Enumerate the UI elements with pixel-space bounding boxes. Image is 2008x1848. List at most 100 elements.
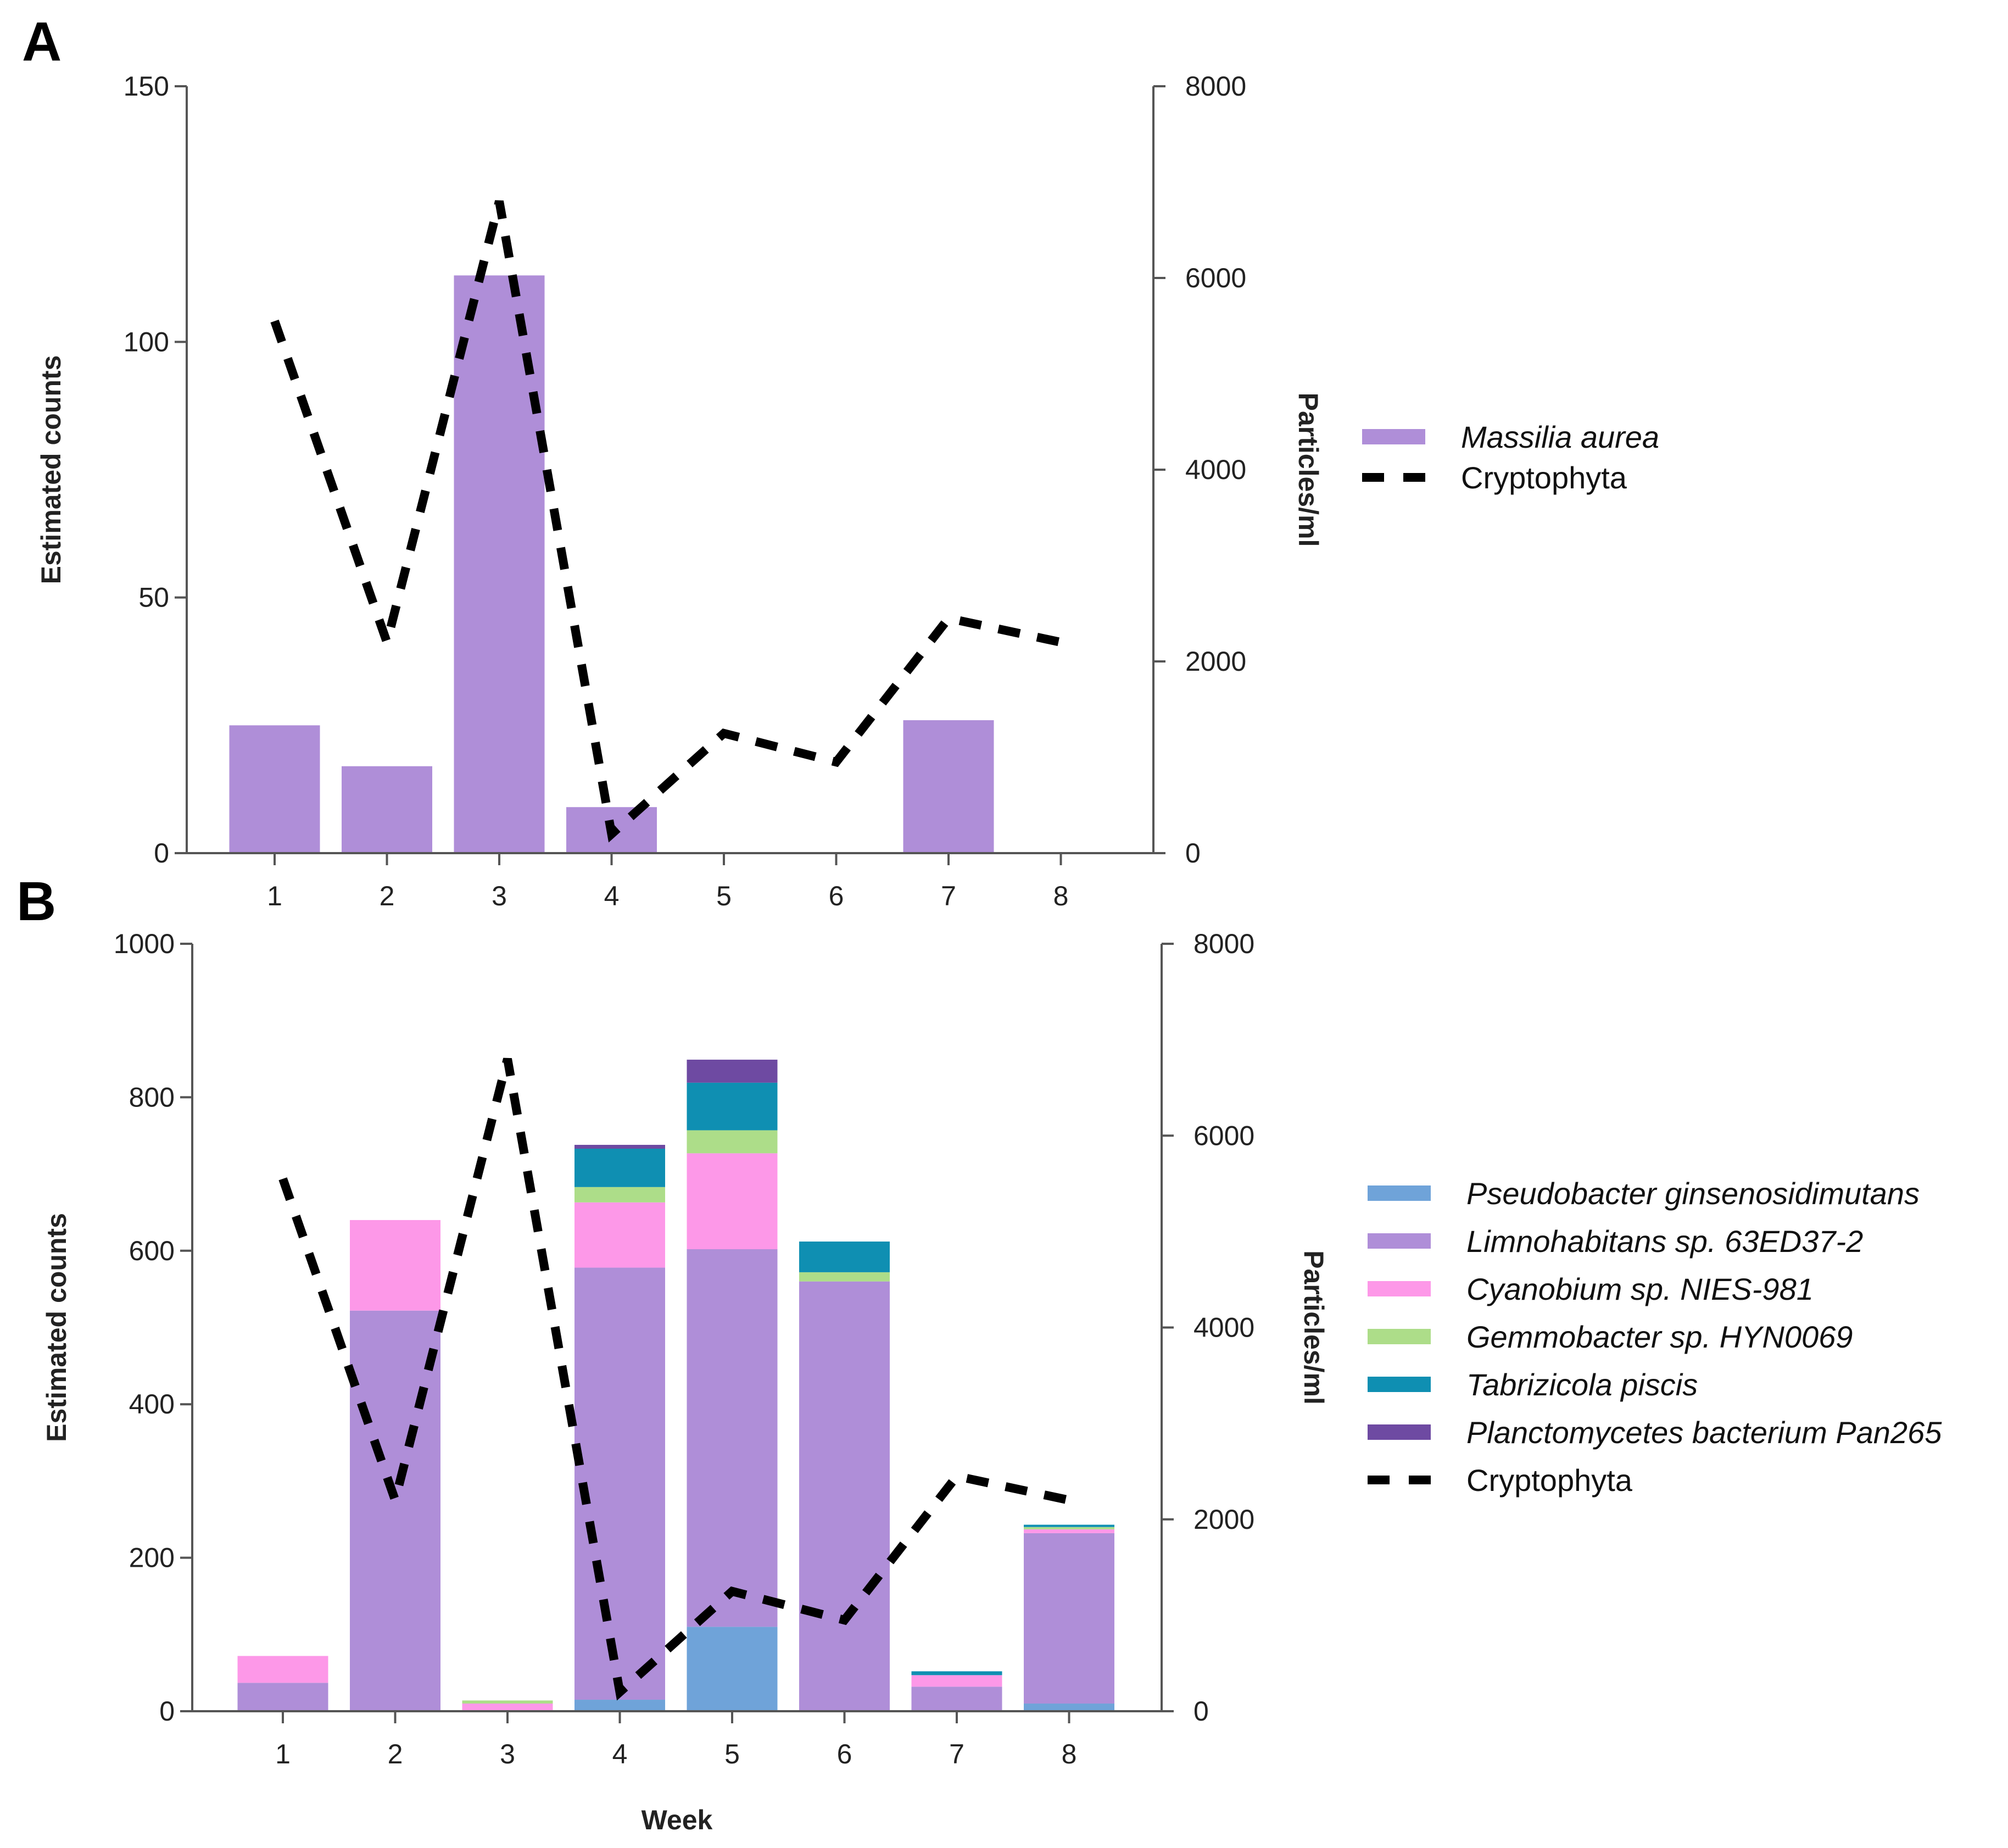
x-tick-label: 6 <box>829 881 844 911</box>
bar-gemmobacter-sp-hyn0069-week-5 <box>687 1130 778 1154</box>
bar-limnohabitans-sp-63ed37-2-week-2 <box>350 1310 440 1711</box>
panel-a-chart: 0 50 100 150 0 2000 4000 6000 8000 1 2 3 4 5 6 7 8 Estim… <box>36 71 1659 911</box>
y2-tick-label: 0 <box>1193 1696 1209 1727</box>
panel-b-legend: Pseudobacter ginsenosidimutans Limnohabit… <box>1368 1176 1942 1498</box>
x-tick-label: 2 <box>380 881 395 911</box>
line-cryptophyta <box>270 200 1062 843</box>
legend-label-gemmobacter-sp-hyn0069: Gemmobacter sp. HYN0069 <box>1466 1320 1853 1354</box>
x-tick-label: 1 <box>275 1739 291 1769</box>
bar-tabrizicola-piscis-week-6 <box>799 1242 890 1272</box>
x-tick-label: 2 <box>388 1739 403 1769</box>
x-tick-label: 1 <box>267 881 282 911</box>
y2-tick-label: 6000 <box>1193 1120 1254 1151</box>
bar-limnohabitans-sp-63ed37-2-week-7 <box>911 1686 1002 1711</box>
bar-gemmobacter-sp-hyn0069-week-8 <box>1024 1527 1114 1529</box>
bar-limnohabitans-sp-63ed37-2-week-8 <box>1024 1533 1114 1704</box>
legend-swatch-limnohabitans-sp-63ed37-2 <box>1368 1233 1431 1249</box>
bar-gemmobacter-sp-hyn0069-week-3 <box>462 1700 553 1704</box>
legend-label-limnohabitans-sp-63ed37-2: Limnohabitans sp. 63ED37-2 <box>1466 1224 1863 1259</box>
x-tick-label: 7 <box>941 881 956 911</box>
bar-cyanobium-sp-nies-981-week-8 <box>1024 1529 1114 1533</box>
y-tick-label: 1000 <box>114 928 175 959</box>
bar-limnohabitans-sp-63ed37-2-week-6 <box>799 1281 890 1711</box>
bar-tabrizicola-piscis-week-7 <box>911 1671 1002 1676</box>
bar-cyanobium-sp-nies-981-week-1 <box>237 1656 328 1683</box>
y2-tick-label: 2000 <box>1185 646 1246 677</box>
y-tick-label: 150 <box>124 71 169 102</box>
y2-tick-label: 8000 <box>1185 71 1246 102</box>
legend-label-cryptophyta: Cryptophyta <box>1461 460 1627 495</box>
legend-swatch-planctomycetes-bacterium-pan265 <box>1368 1424 1431 1440</box>
panel-b-chart: 0 200 400 600 800 1000 0 2000 4000 6000 8000 1 2 3 4 5 6… <box>41 928 1942 1835</box>
legend-label-planctomycetes-bacterium-pan265: Planctomycetes bacterium Pan265 <box>1466 1415 1942 1450</box>
y-tick-label: 0 <box>154 838 169 869</box>
bar-massilia-aurea-week-2 <box>342 766 432 853</box>
bar-cyanobium-sp-nies-981-week-3 <box>462 1704 553 1711</box>
bar-planctomycetes-bacterium-pan265-week-4 <box>574 1145 665 1149</box>
x-tick-label: 6 <box>837 1739 852 1769</box>
x-tick-label: 3 <box>500 1739 515 1769</box>
legend-label-massilia-aurea: Massilia aurea <box>1461 420 1659 454</box>
y-tick-label: 600 <box>129 1235 175 1266</box>
panel-b-y2-axis-title: Particles/ml <box>1298 1250 1329 1405</box>
y-tick-label: 50 <box>138 582 169 613</box>
panel-b-y-axis-title: Estimated counts <box>41 1213 72 1442</box>
legend-swatch-massilia-aurea <box>1362 429 1425 444</box>
bar-massilia-aurea-week-7 <box>903 720 994 853</box>
panel-a-letter: A <box>22 11 62 73</box>
bar-cyanobium-sp-nies-981-week-7 <box>911 1675 1002 1687</box>
legend-label-pseudobacter-ginsenosidimutans: Pseudobacter ginsenosidimutans <box>1466 1176 1920 1211</box>
panel-a-cryptophyta-line <box>270 200 1062 843</box>
y-tick-label: 200 <box>129 1543 175 1573</box>
bar-pseudobacter-ginsenosidimutans-week-5 <box>687 1627 778 1711</box>
panel-a-legend: Massilia aurea Cryptophyta <box>1362 420 1659 495</box>
x-tick-label: 8 <box>1062 1739 1077 1769</box>
legend-label-cyanobium-sp-nies-981: Cyanobium sp. NIES-981 <box>1466 1272 1814 1306</box>
y2-tick-label: 4000 <box>1185 454 1246 485</box>
legend-label-tabrizicola-piscis: Tabrizicola piscis <box>1466 1367 1698 1402</box>
y2-tick-label: 6000 <box>1185 263 1246 293</box>
bar-cyanobium-sp-nies-981-week-5 <box>687 1153 778 1250</box>
y2-tick-label: 8000 <box>1193 928 1254 959</box>
panel-a-ticks: 0 50 100 150 0 2000 4000 6000 8000 1 2 3 4 5 6 7 8 <box>124 71 1247 911</box>
x-tick-label: 5 <box>716 881 732 911</box>
bar-pseudobacter-ginsenosidimutans-week-4 <box>574 1700 665 1711</box>
legend-swatch-cyanobium-sp-nies-981 <box>1368 1281 1431 1296</box>
bar-limnohabitans-sp-63ed37-2-week-4 <box>574 1267 665 1700</box>
bar-cyanobium-sp-nies-981-week-2 <box>350 1220 440 1311</box>
panel-a-y2-axis-title: Particles/ml <box>1293 393 1324 547</box>
panel-b-cryptophyta-line <box>278 1057 1070 1701</box>
bar-tabrizicola-piscis-week-5 <box>687 1082 778 1131</box>
bar-limnohabitans-sp-63ed37-2-week-5 <box>687 1249 778 1627</box>
y-tick-label: 800 <box>129 1082 175 1112</box>
panel-a-bars <box>229 275 994 853</box>
bar-cyanobium-sp-nies-981-week-4 <box>574 1202 665 1268</box>
y-tick-label: 100 <box>124 326 169 357</box>
y-tick-label: 400 <box>129 1389 175 1420</box>
y2-tick-label: 4000 <box>1193 1312 1254 1343</box>
legend-swatch-gemmobacter-sp-hyn0069 <box>1368 1329 1431 1344</box>
x-tick-label: 4 <box>612 1739 628 1769</box>
x-tick-label: 8 <box>1053 881 1069 911</box>
line-cryptophyta <box>278 1057 1070 1701</box>
y2-tick-label: 2000 <box>1193 1504 1254 1535</box>
y2-tick-label: 0 <box>1185 838 1201 869</box>
bar-limnohabitans-sp-63ed37-2-week-1 <box>237 1683 328 1711</box>
bar-tabrizicola-piscis-week-4 <box>574 1148 665 1187</box>
bar-massilia-aurea-week-1 <box>229 725 320 853</box>
legend-swatch-tabrizicola-piscis <box>1368 1377 1431 1392</box>
y-tick-label: 0 <box>159 1696 175 1727</box>
panel-b-bars <box>237 1059 1114 1711</box>
panel-a-axes <box>186 86 1154 854</box>
bar-gemmobacter-sp-hyn0069-week-6 <box>799 1272 890 1282</box>
bar-pseudobacter-ginsenosidimutans-week-8 <box>1024 1704 1114 1711</box>
bar-tabrizicola-piscis-week-8 <box>1024 1524 1114 1527</box>
legend-label-cryptophyta: Cryptophyta <box>1466 1463 1633 1498</box>
bar-planctomycetes-bacterium-pan265-week-5 <box>687 1059 778 1083</box>
x-tick-label: 7 <box>949 1739 964 1769</box>
x-tick-label: 4 <box>604 881 620 911</box>
panel-b-ticks: 0 200 400 600 800 1000 0 2000 4000 6000 8000 1 2 3 4 5 6… <box>114 928 1254 1769</box>
panel-b-letter: B <box>16 871 56 932</box>
panel-a-y-axis-title: Estimated counts <box>36 355 66 585</box>
